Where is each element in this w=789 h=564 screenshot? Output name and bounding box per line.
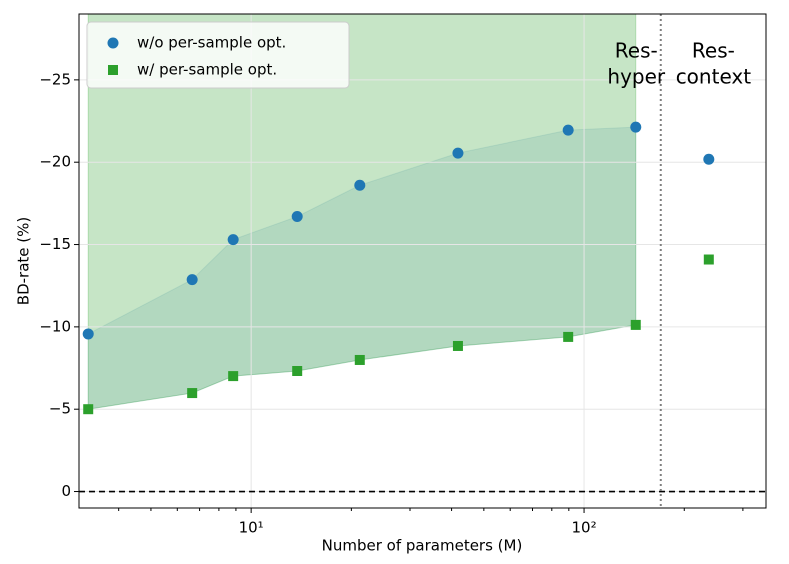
- point: [228, 371, 239, 382]
- y-axis-label: BD-rate (%): [15, 217, 33, 305]
- point: [187, 388, 198, 399]
- y-tick-label: −20: [39, 153, 71, 171]
- legend-marker: [108, 65, 118, 75]
- point: [291, 211, 303, 223]
- point: [354, 354, 365, 365]
- legend-label: w/o per-sample opt.: [137, 34, 286, 52]
- point: [452, 147, 464, 159]
- legend-box: [86, 21, 350, 89]
- legend-label: w/ per-sample opt.: [137, 61, 277, 79]
- point: [452, 340, 463, 351]
- legend-marker: [107, 37, 119, 49]
- legend: w/o per-sample opt. w/ per-sample opt.: [86, 21, 350, 89]
- y-tick-label: −5: [49, 400, 71, 418]
- point: [562, 124, 574, 136]
- plot-frame: [78, 13, 767, 509]
- region-label: hyper: [607, 65, 666, 89]
- y-tick-label: −10: [39, 317, 71, 335]
- y-tick-label: −15: [39, 235, 71, 253]
- x-tick-label: 10¹: [239, 519, 264, 537]
- point: [703, 254, 714, 265]
- region-label: Res-: [692, 39, 735, 63]
- point: [82, 328, 94, 340]
- point: [186, 274, 198, 286]
- point: [630, 319, 641, 330]
- region-label: context: [676, 65, 752, 89]
- y-tick-label: −25: [39, 70, 71, 88]
- point: [227, 234, 239, 246]
- region-label: Res-: [615, 39, 658, 63]
- point: [703, 153, 715, 165]
- point: [563, 331, 574, 342]
- x-axis-label: Number of parameters (M): [322, 537, 523, 555]
- point: [83, 404, 94, 415]
- point: [292, 365, 303, 376]
- y-tick-label: 0: [61, 482, 71, 500]
- point: [630, 121, 642, 133]
- point: [354, 179, 366, 191]
- x-tick-label: 10²: [572, 519, 597, 537]
